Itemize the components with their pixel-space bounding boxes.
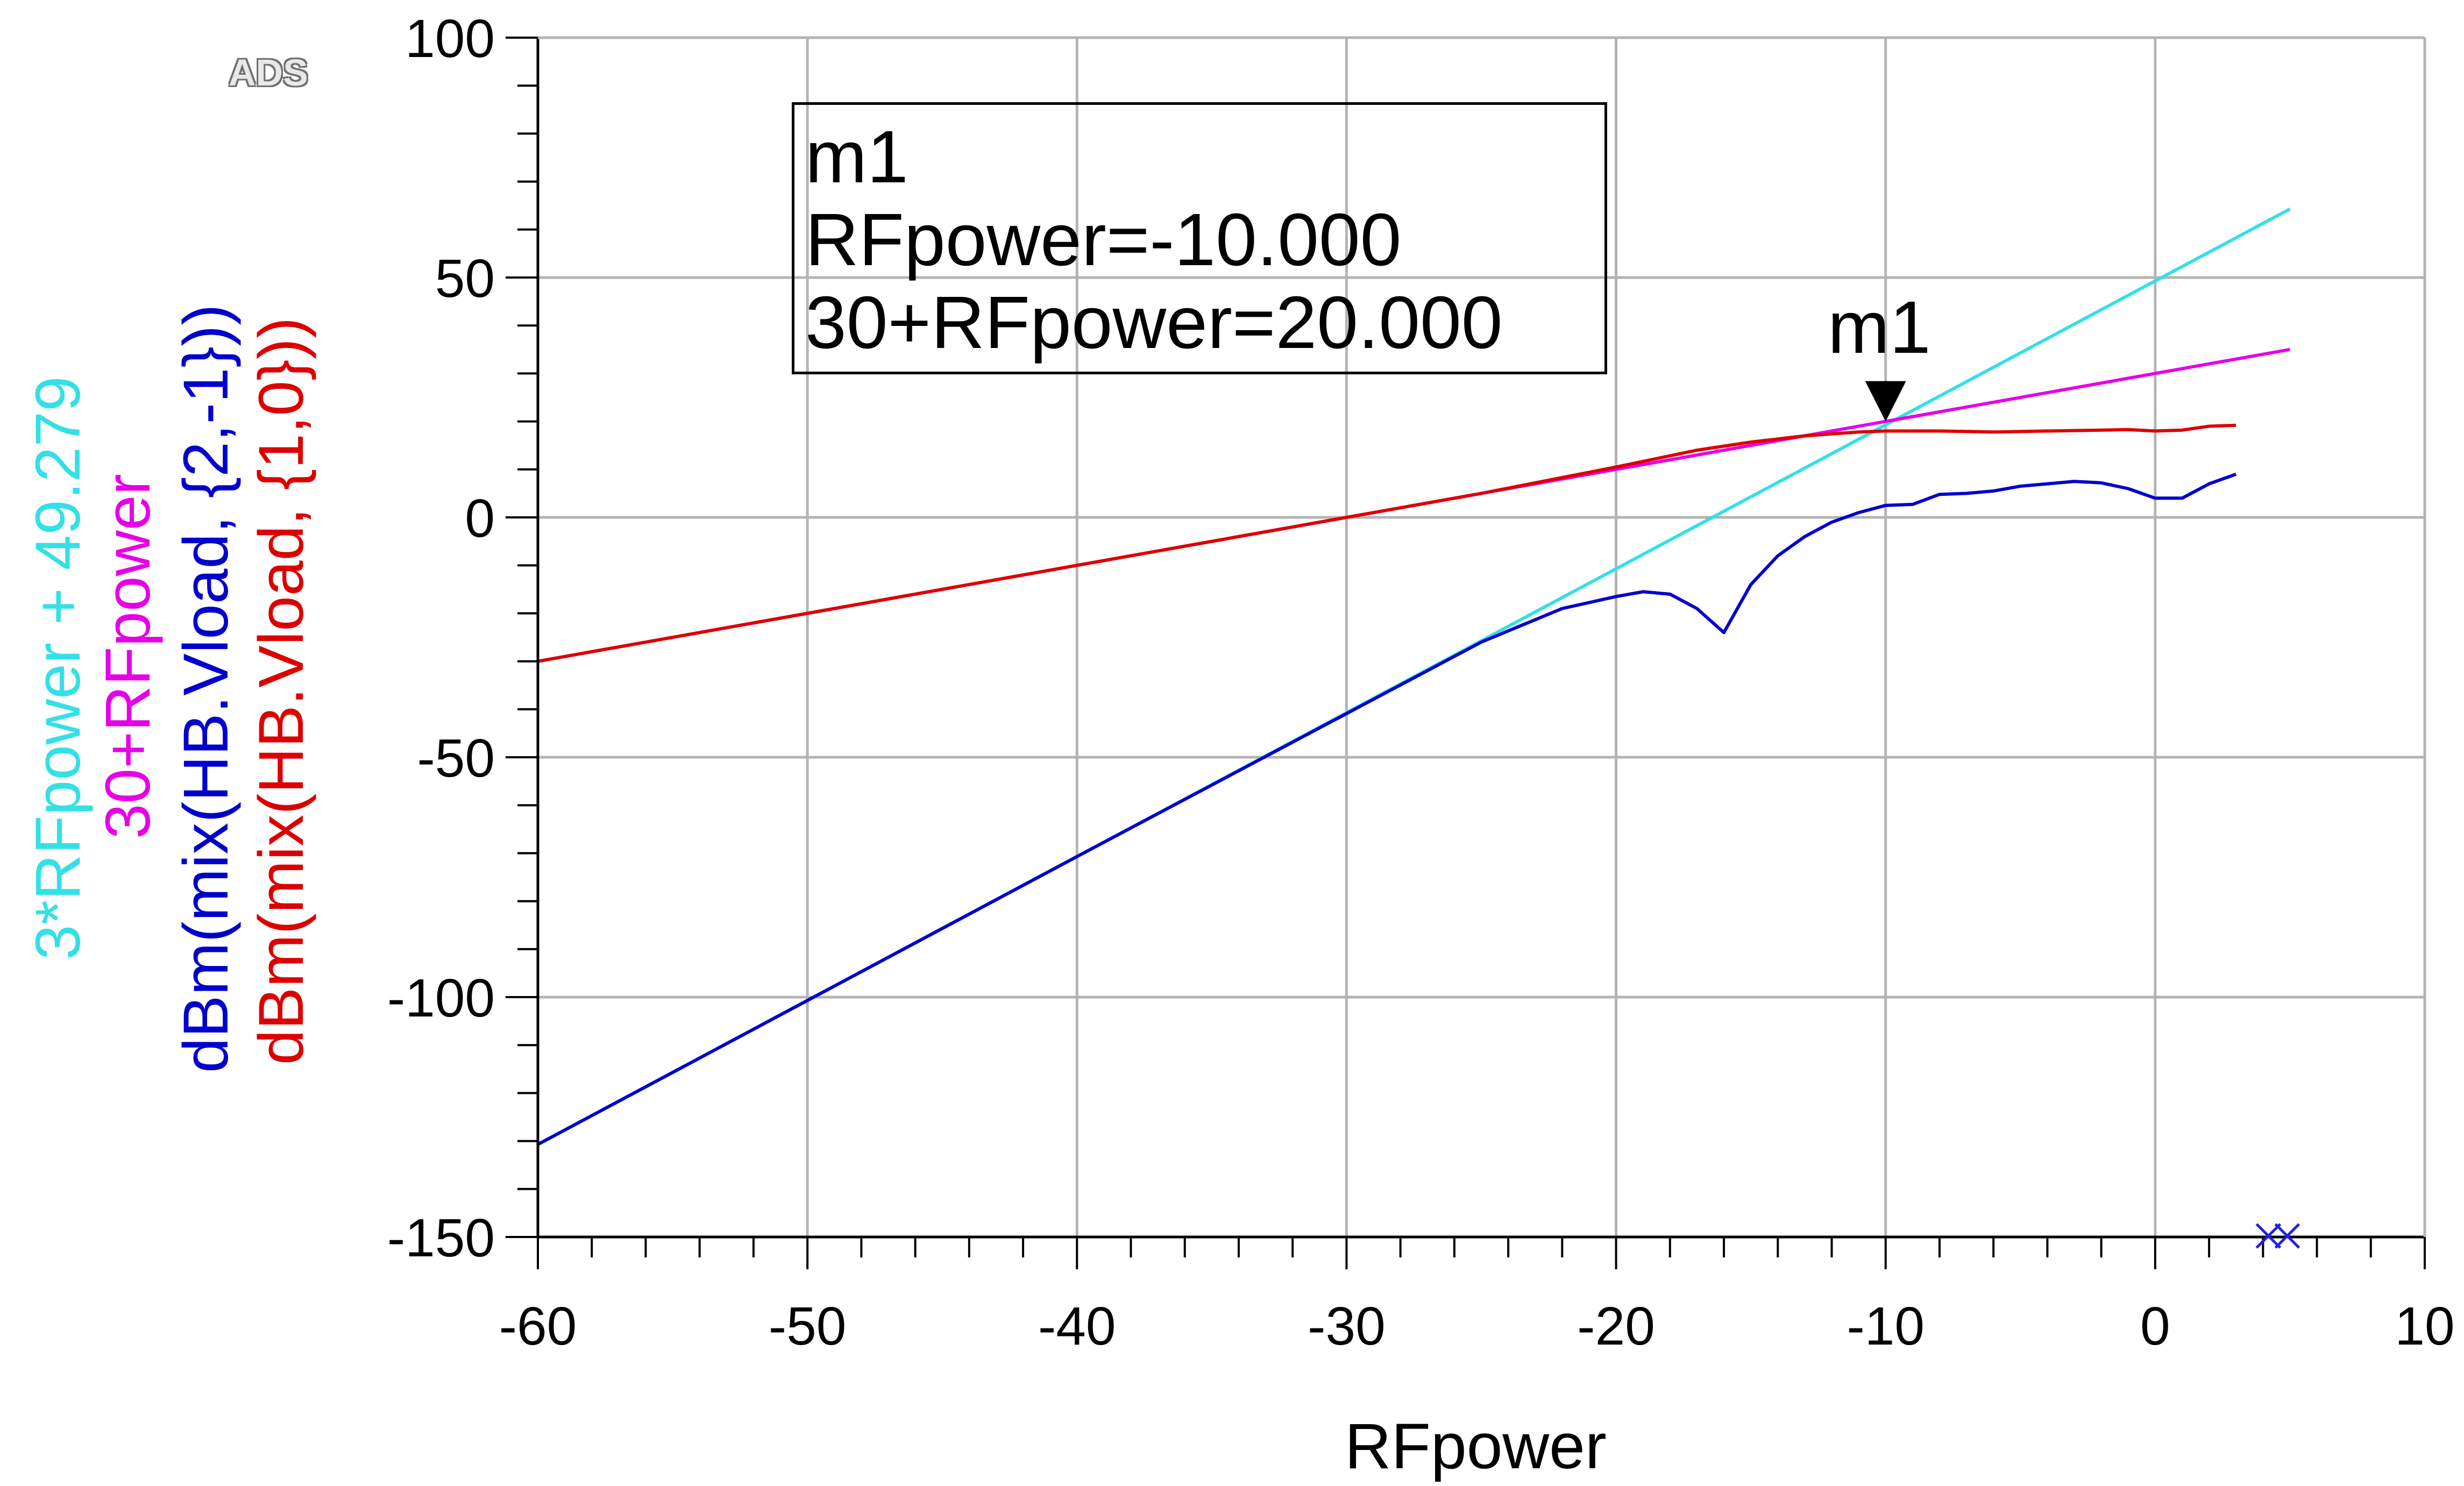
y-tick-label: 0 <box>465 488 495 549</box>
y-axis-label-red: dBm(mix(HB.Vload, {1,0})) <box>246 317 317 1065</box>
grid-lines <box>538 38 2425 1237</box>
y-axis-label-cyan: 3*RFpower + 49.279 <box>23 376 94 960</box>
marker-readout-box[interactable]: m1 RFpower=-10.000 30+RFpower=20.000 <box>792 102 1607 374</box>
marker-readout-name: m1 <box>805 116 908 198</box>
x-tick-label: -50 <box>769 1296 847 1356</box>
y-tick-label: -150 <box>387 1208 495 1268</box>
x-tick-label: -10 <box>1847 1296 1925 1356</box>
series-line-3 <box>537 423 2236 663</box>
sweep-end-x-mark <box>2274 1223 2300 1249</box>
series-lines <box>537 207 2291 1146</box>
series-line-2 <box>537 472 2237 1146</box>
y-tick-label: -50 <box>417 728 495 788</box>
y-tick-label: -100 <box>387 968 495 1028</box>
x-tick-label: 10 <box>2395 1296 2454 1356</box>
marker-readout-y: 30+RFpower=20.000 <box>805 281 1503 364</box>
y-axis-label-blue: dBm(mix(HB.Vload, {2,-1})) <box>171 304 242 1073</box>
y-tick-label: 50 <box>435 248 495 309</box>
y-axis-label-magenta: 30+RFpower <box>93 474 164 839</box>
x-axis-label: RFpower <box>1345 1410 1607 1482</box>
x-tick-label: -60 <box>499 1296 577 1356</box>
marker-readout-x: RFpower=-10.000 <box>805 198 1402 281</box>
x-mark-stroke <box>2255 1223 2282 1249</box>
sweep-end-x-mark <box>2255 1223 2282 1249</box>
marker-m1-label: m1 <box>1828 286 1931 369</box>
marker-layer <box>1865 381 2300 1249</box>
x-tick-label: -40 <box>1038 1296 1116 1356</box>
axis-ticks <box>506 37 2426 1269</box>
y-tick-label: 100 <box>405 9 495 69</box>
x-tick-label: -30 <box>1308 1296 1386 1356</box>
x-tick-label: 0 <box>2140 1296 2170 1356</box>
ads-watermark: ADS <box>229 52 308 94</box>
x-mark-stroke <box>2274 1223 2300 1249</box>
plot-frame <box>536 36 2426 1239</box>
marker-m1-triangle <box>1865 381 1906 422</box>
x-tick-label: -20 <box>1577 1296 1655 1356</box>
